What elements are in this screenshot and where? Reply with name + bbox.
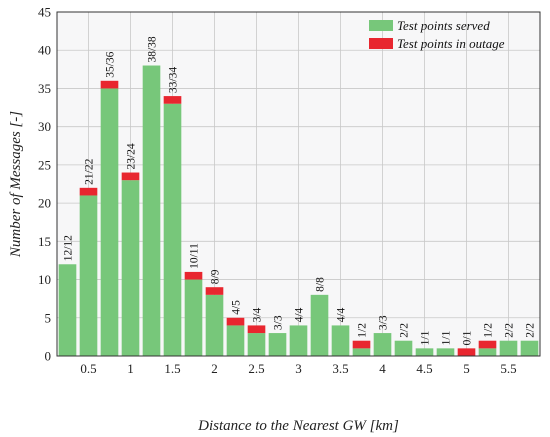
bar-served — [352, 348, 371, 356]
bar-outage — [100, 80, 119, 89]
bar-served — [268, 333, 287, 356]
x-tick-label: 3.5 — [332, 361, 348, 376]
bar-outage — [184, 271, 203, 280]
bar-outage — [226, 317, 245, 326]
x-tick-label: 4.5 — [416, 361, 432, 376]
bar-served — [121, 180, 140, 356]
legend-label-served: Test points served — [397, 18, 490, 33]
y-tick-labels: 0 5 10 15 20 25 30 35 40 45 — [38, 5, 51, 364]
bar-label: 3/3 — [273, 315, 285, 330]
x-tick-label: 5.5 — [500, 361, 516, 376]
x-axis-label: Distance to the Nearest GW [km] — [197, 418, 399, 434]
bar-label: 35/36 — [105, 51, 117, 77]
bar-served — [79, 195, 98, 356]
bar-label: 10/11 — [189, 243, 201, 269]
y-tick-label: 5 — [45, 310, 52, 325]
bar-served — [310, 294, 329, 356]
y-tick-label: 45 — [38, 5, 51, 20]
bar-served — [436, 348, 455, 356]
legend-swatch-served — [369, 20, 393, 31]
x-tick-label: 0.5 — [80, 361, 96, 376]
legend-label-outage: Test points in outage — [397, 36, 505, 51]
bar-served — [499, 340, 518, 356]
bar-label: 2/2 — [504, 323, 516, 338]
bar-label: 12/12 — [63, 235, 75, 261]
bar-label: 3/4 — [252, 307, 264, 322]
bar-served — [394, 340, 413, 356]
y-tick-label: 35 — [38, 81, 51, 96]
bar-served — [100, 88, 119, 356]
bar-labels: 12/12 21/22 35/36 23/24 38/38 33/34 10/11 8/9 4/… — [63, 36, 537, 345]
bar-served — [373, 333, 392, 356]
x-tick-label: 3 — [295, 361, 302, 376]
bar-served — [478, 348, 497, 356]
bar-served — [163, 103, 182, 356]
bar-label: 33/34 — [168, 67, 180, 93]
bar-served — [415, 348, 434, 356]
bar-served — [184, 279, 203, 356]
bar-label: 2/2 — [399, 323, 411, 338]
bar-label: 1/1 — [420, 330, 432, 345]
y-tick-label: 20 — [38, 196, 51, 211]
bar-label: 3/3 — [378, 315, 390, 330]
bar-label: 1/2 — [357, 323, 369, 338]
bar-served — [331, 325, 350, 356]
bar-outage — [352, 340, 371, 349]
x-tick-label: 2.5 — [248, 361, 264, 376]
bar-label: 4/5 — [231, 300, 243, 315]
x-tick-label: 1 — [127, 361, 134, 376]
y-tick-label: 30 — [38, 119, 51, 134]
y-tick-label: 10 — [38, 272, 51, 287]
legend: Test points served Test points in outage — [369, 18, 505, 51]
bar-label: 23/24 — [126, 143, 138, 169]
bar-served — [226, 325, 245, 356]
y-tick-label: 40 — [38, 43, 51, 58]
bar-label: 21/22 — [84, 158, 96, 184]
bar-outage — [79, 187, 98, 196]
bar-served — [520, 340, 539, 356]
legend-swatch-outage — [369, 38, 393, 49]
bar-label: 1/2 — [483, 323, 495, 338]
x-tick-label: 2 — [211, 361, 218, 376]
bar-served — [247, 333, 266, 356]
plot-frame — [56, 11, 541, 357]
bar-outage — [478, 340, 497, 349]
x-tick-labels: 0.5 1 1.5 2 2.5 3 3.5 4 4.5 5 5.5 — [80, 361, 516, 376]
bar-outage — [163, 96, 182, 104]
bar-served — [142, 65, 161, 356]
bar-outage — [457, 348, 476, 356]
bar-served — [289, 325, 308, 356]
bar-served — [205, 294, 224, 356]
bar-outage — [121, 172, 140, 181]
x-tick-label: 1.5 — [164, 361, 180, 376]
y-tick-label: 15 — [38, 234, 51, 249]
x-tick-label: 5 — [463, 361, 470, 376]
y-tick-label: 0 — [45, 349, 52, 364]
bar-label: 8/8 — [315, 277, 327, 292]
bar-label: 38/38 — [147, 36, 159, 62]
x-tick-label: 4 — [379, 361, 386, 376]
y-tick-label: 25 — [38, 157, 51, 172]
bar-outage — [205, 287, 224, 295]
bar-label: 4/4 — [294, 307, 306, 322]
bars — [58, 65, 539, 356]
bar-label: 4/4 — [336, 307, 348, 322]
bar-label: 0/1 — [462, 330, 474, 345]
bar-outage — [247, 325, 266, 334]
y-axis-label: Number of Messages [-] — [8, 111, 24, 258]
bar-served — [58, 264, 77, 356]
bar-label: 8/9 — [210, 269, 222, 284]
bar-label: 1/1 — [441, 330, 453, 345]
bar-label: 2/2 — [525, 323, 537, 338]
